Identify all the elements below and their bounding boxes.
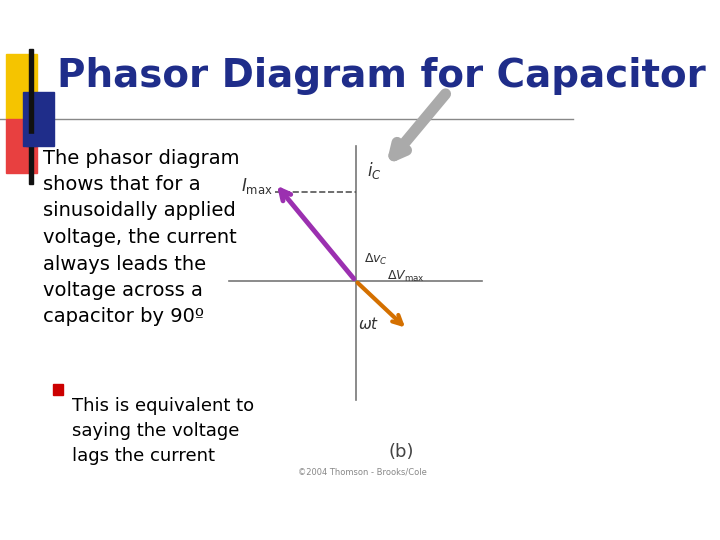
Bar [6,54,37,119]
Bar [6,119,37,173]
Text: $I_{\mathrm{max}}$: $I_{\mathrm{max}}$ [240,176,272,197]
Bar [53,384,63,395]
Bar [30,49,33,184]
Bar [23,92,55,146]
Text: This is equivalent to
saying the voltage
lags the current: This is equivalent to saying the voltage… [72,397,254,465]
Text: (b): (b) [389,443,414,461]
Text: ©2004 Thomson - Brooks/Cole: ©2004 Thomson - Brooks/Cole [298,467,427,476]
Text: $\omega t$: $\omega t$ [359,316,379,332]
Bar [26,134,36,146]
Text: $\Delta V_{\mathrm{max}}$: $\Delta V_{\mathrm{max}}$ [387,269,425,284]
Text: $\Delta v_C$: $\Delta v_C$ [364,252,388,267]
Text: The phasor diagram
shows that for a
sinusoidally applied
voltage, the current
al: The phasor diagram shows that for a sinu… [43,148,240,327]
Text: $i_C$: $i_C$ [367,160,382,181]
Text: Phasor Diagram for Capacitor: Phasor Diagram for Capacitor [58,57,706,94]
